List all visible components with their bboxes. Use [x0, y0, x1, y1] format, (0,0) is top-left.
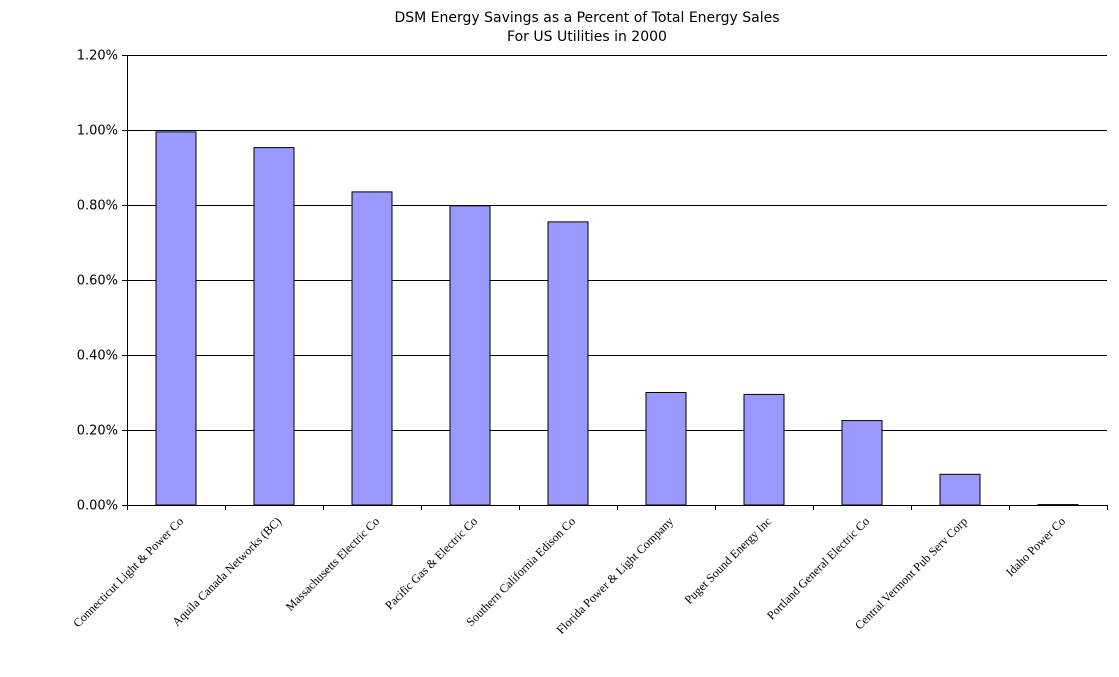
bar	[645, 392, 687, 506]
bar	[841, 420, 883, 506]
y-tick-label: 1.20%	[77, 49, 118, 64]
x-tick-label: Puget Sound Energy Inc	[682, 514, 774, 606]
bar	[253, 147, 295, 506]
y-tick-label: 0.80%	[77, 199, 118, 214]
x-tick-label: Connecticut Light & Power Co	[70, 514, 186, 630]
bar	[743, 393, 785, 506]
y-tick-label: 0.20%	[77, 424, 118, 439]
bars	[155, 131, 1079, 506]
y-tick-labels: 0.00% 0.20% 0.40% 0.60% 0.80% 1.00% 1.20%	[77, 49, 118, 514]
axes	[122, 55, 1108, 510]
bar	[939, 473, 981, 506]
chart-title: DSM Energy Savings as a Percent of Total…	[394, 10, 779, 26]
x-tick-label: Massachusetts Electric Co	[283, 514, 382, 613]
x-tick-label: Central Vermont Pub Serv Corp	[852, 514, 970, 632]
y-tick-label: 0.40%	[77, 349, 118, 364]
chart-subtitle: For US Utilities in 2000	[507, 29, 667, 45]
x-tick-label: Southern California Edison Co	[463, 514, 578, 629]
x-tick-label: Portland General Electric Co	[764, 514, 872, 622]
bar	[155, 131, 197, 506]
y-tick-label: 0.00%	[77, 499, 118, 514]
x-tick-label: Idaho Power Co	[1003, 514, 1068, 579]
bar	[449, 205, 491, 506]
y-tick-label: 1.00%	[77, 124, 118, 139]
x-tick-label: Pacific Gas & Electric Co	[382, 514, 480, 612]
x-tick-label: Florida Power & Light Company	[554, 514, 677, 637]
y-tick-label: 0.60%	[77, 274, 118, 289]
bar	[547, 221, 589, 506]
bar	[351, 191, 393, 506]
x-tick-label: Aquila Canada Networks (BC)	[169, 514, 284, 629]
